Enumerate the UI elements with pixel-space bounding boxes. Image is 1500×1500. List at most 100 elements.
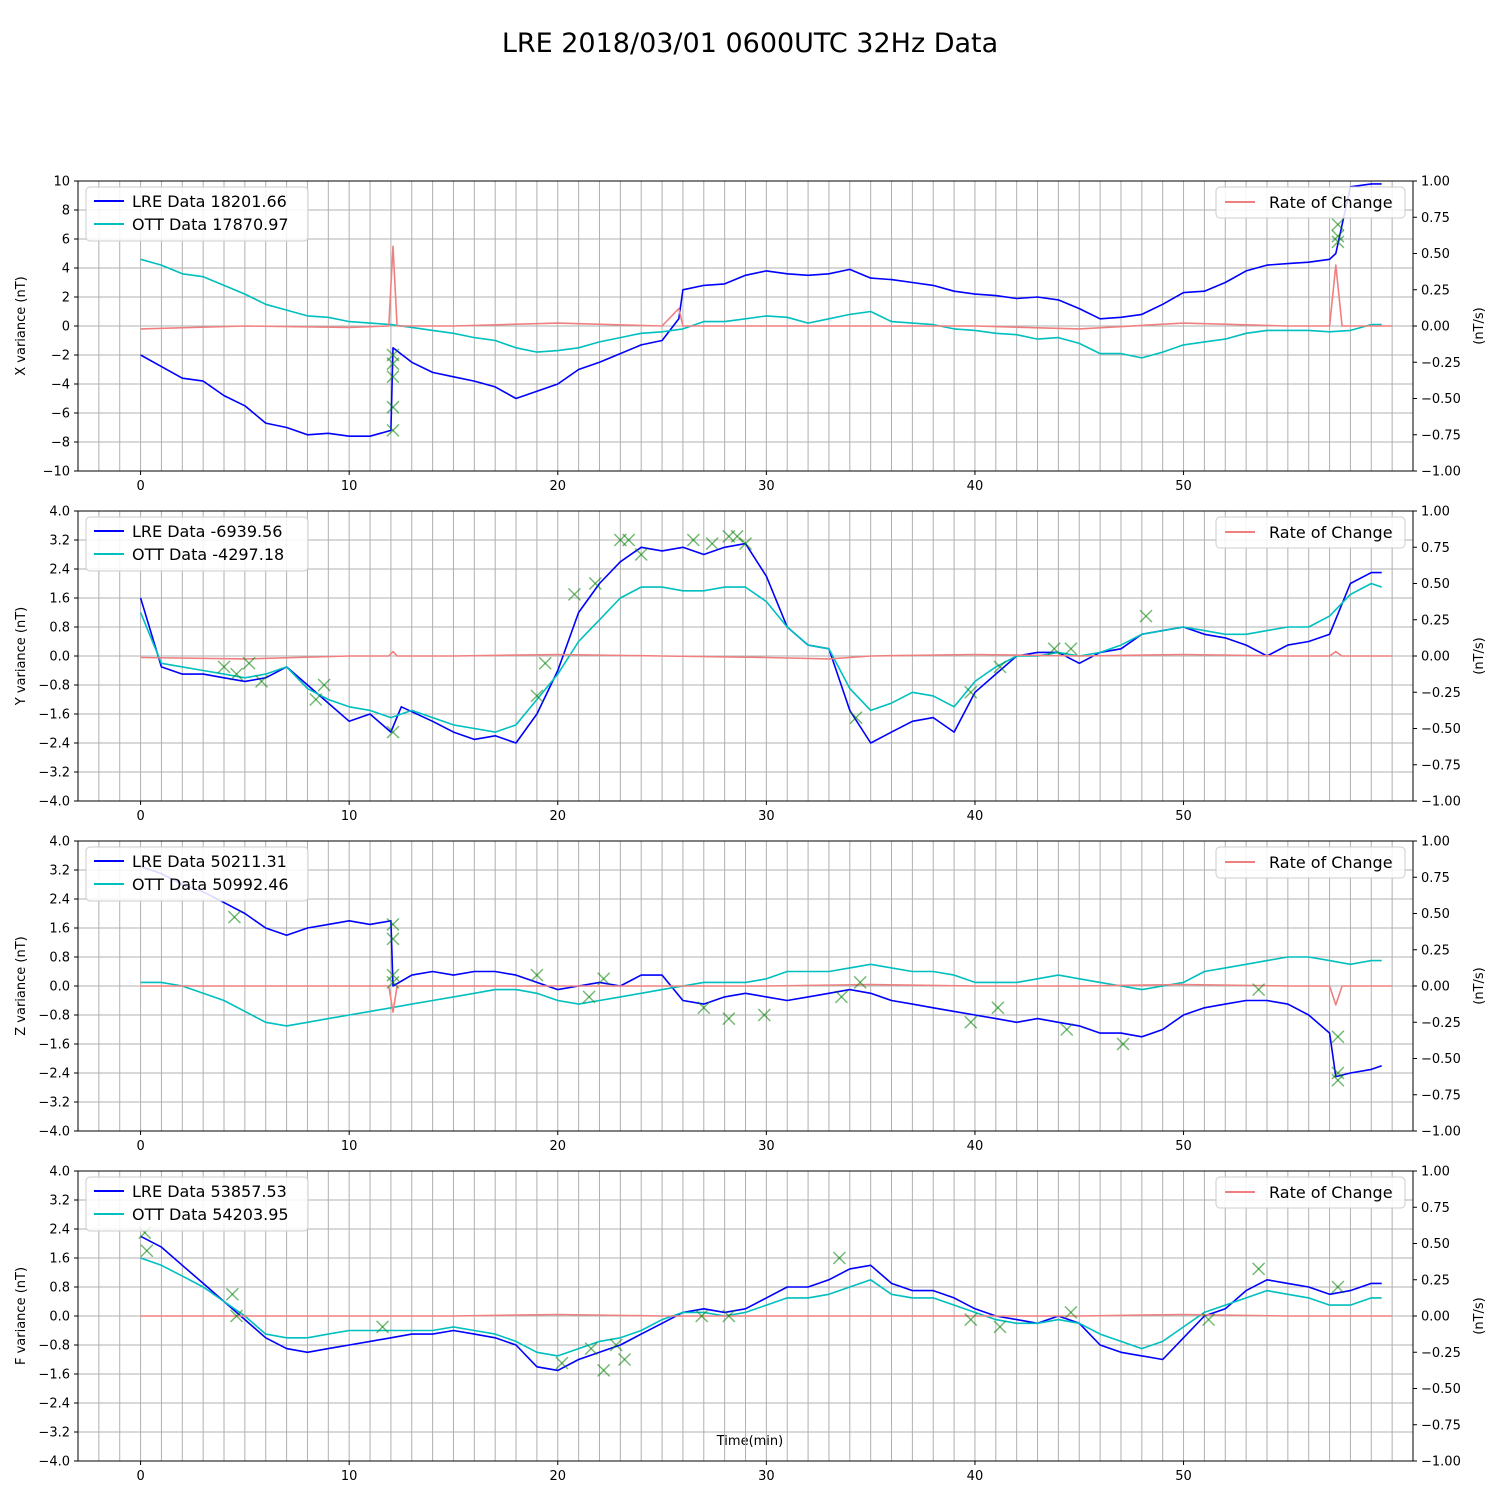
x-tick-label: 40 xyxy=(967,809,984,824)
marker-x xyxy=(1331,1280,1345,1294)
marker-x xyxy=(964,1313,978,1327)
y-tick-label: −3.2 xyxy=(38,1426,70,1441)
marker-stroke xyxy=(386,917,400,931)
legend-left: LRE Data 18201.66 OTT Data 17870.97 xyxy=(85,186,309,242)
legend-label: LRE Data 53857.53 xyxy=(132,1182,287,1201)
marker-stroke xyxy=(1331,1280,1345,1294)
marker-x xyxy=(242,656,256,670)
x-tick-label: 0 xyxy=(136,1139,144,1154)
y-tick-label: −2 xyxy=(51,349,70,364)
marker-stroke xyxy=(1331,217,1345,232)
marker-x xyxy=(530,689,544,703)
y2-axis-label: (nT/s) xyxy=(1472,967,1487,1004)
plot-frame xyxy=(77,180,1414,472)
marker-stroke xyxy=(555,1356,569,1370)
rate-of-change-line xyxy=(140,1313,1393,1317)
marker-stroke xyxy=(386,975,400,989)
x-tick-label: 50 xyxy=(1175,479,1192,494)
marker-stroke xyxy=(317,678,331,692)
marker-x xyxy=(1331,229,1345,243)
panel-1: −10 −8 −6 −4 −2 0 2 4 6 8 10 −1.00 −0.75 −0.50 −0.25 0.… xyxy=(14,175,1487,495)
y2-tick-label: 0.50 xyxy=(1421,577,1450,592)
marker-x xyxy=(317,678,331,692)
markers xyxy=(217,529,1153,739)
y-tick-label: −2.4 xyxy=(38,1397,70,1412)
y2-tick-label: −0.75 xyxy=(1421,1088,1461,1103)
marker-x xyxy=(230,1309,244,1323)
marker-stroke xyxy=(588,576,602,591)
y2-tick-label: 1.00 xyxy=(1421,505,1450,520)
y2-tick-label: 0.00 xyxy=(1421,1310,1450,1325)
marker-stroke xyxy=(964,1313,978,1327)
legend-label: LRE Data 18201.66 xyxy=(132,192,287,211)
marker-stroke xyxy=(386,348,400,362)
y2-tick-label: −0.25 xyxy=(1421,356,1461,371)
y-axis-label: X variance (nT) xyxy=(14,276,29,375)
y-tick-label: −1.6 xyxy=(38,1038,70,1053)
marker-stroke xyxy=(567,587,581,601)
legend-label: Rate of Change xyxy=(1269,853,1393,872)
marker-stroke xyxy=(1064,642,1078,656)
marker-stroke xyxy=(582,990,596,1004)
series-line-1 xyxy=(140,183,1382,438)
marker-stroke xyxy=(230,1309,244,1323)
legend-box xyxy=(1215,1176,1406,1209)
legend-label: OTT Data 17870.97 xyxy=(132,215,289,234)
y2-tick-label: 0.25 xyxy=(1421,613,1450,628)
y-tick-label: 2.4 xyxy=(49,563,70,578)
marker-x xyxy=(1060,1022,1074,1037)
legend-right: Rate of Change xyxy=(1215,846,1406,879)
y-tick-label: −1.6 xyxy=(38,1368,70,1383)
y-axis-label: Z variance (nT) xyxy=(14,936,29,1035)
marker-stroke xyxy=(530,968,544,982)
marker-stroke xyxy=(1047,642,1061,656)
y2-tick-label: 1.00 xyxy=(1421,175,1450,190)
marker-x xyxy=(217,660,231,674)
x-tick-label: 20 xyxy=(549,1139,566,1154)
marker-stroke xyxy=(1060,1022,1074,1037)
y-tick-label: −10 xyxy=(43,465,70,480)
y2-tick-label: 0.00 xyxy=(1421,320,1450,335)
y2-tick-label: 0.25 xyxy=(1421,1273,1450,1288)
marker-x xyxy=(597,1363,611,1377)
x-tick-label: 0 xyxy=(136,479,144,494)
y-tick-label: −4 xyxy=(51,378,70,393)
y-axis-label: F variance (nT) xyxy=(14,1267,29,1365)
y-tick-label: 0.8 xyxy=(49,951,70,966)
y2-tick-label: −0.25 xyxy=(1421,1346,1461,1361)
x-tick-label: 10 xyxy=(341,1139,358,1154)
marker-x xyxy=(386,975,400,989)
marker-x xyxy=(255,674,269,688)
marker-x xyxy=(1252,983,1266,997)
marker-x xyxy=(832,1251,846,1265)
marker-stroke xyxy=(617,1352,632,1367)
marker-x xyxy=(386,370,400,384)
figure-title: LRE 2018/03/01 0600UTC 32Hz Data xyxy=(502,28,998,59)
marker-stroke xyxy=(597,1363,611,1377)
y2-tick-label: −0.50 xyxy=(1421,392,1461,407)
y2-tick-label: −1.00 xyxy=(1421,795,1461,810)
y-tick-label: 10 xyxy=(53,175,70,190)
y2-tick-label: 0.50 xyxy=(1421,907,1450,922)
y-tick-label: 6 xyxy=(62,233,70,248)
marker-stroke xyxy=(722,1012,736,1026)
marker-stroke xyxy=(757,1008,771,1022)
y-tick-label: −4.0 xyxy=(38,1125,70,1140)
marker-x xyxy=(993,1320,1007,1334)
marker-x xyxy=(140,1244,154,1258)
plot-frame xyxy=(77,510,1414,802)
marker-x xyxy=(964,685,978,699)
series-line-2 xyxy=(140,1257,1382,1357)
marker-stroke xyxy=(530,689,544,703)
y2-tick-label: 0.75 xyxy=(1421,871,1450,886)
marker-stroke xyxy=(993,1320,1007,1334)
marker-x xyxy=(738,537,753,551)
marker-stroke xyxy=(227,910,241,924)
marker-stroke xyxy=(722,1309,736,1323)
series-group xyxy=(139,542,1393,744)
legend-label: LRE Data 50211.31 xyxy=(132,852,287,871)
y2-tick-label: −1.00 xyxy=(1421,1125,1461,1140)
y-tick-label: −6 xyxy=(51,407,70,422)
marker-stroke xyxy=(705,537,719,551)
series-group xyxy=(140,183,1393,438)
